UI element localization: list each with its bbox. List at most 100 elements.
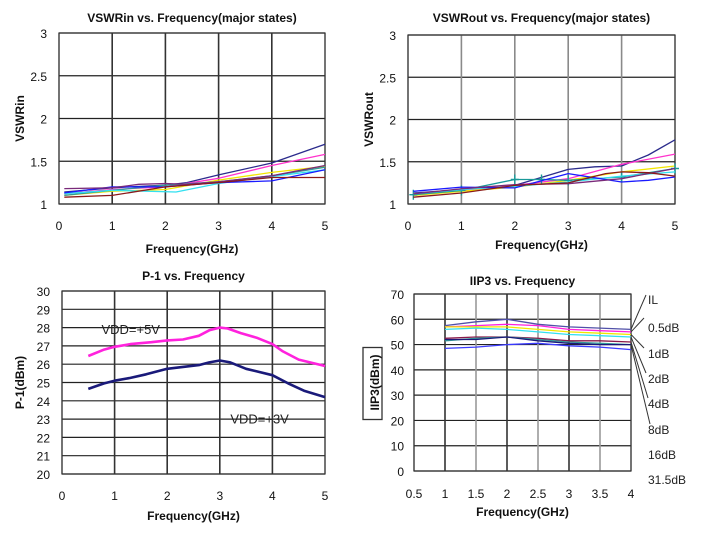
chart-title: P-1 vs. Frequency — [142, 269, 245, 283]
legend-leader-line — [630, 294, 647, 330]
x-axis-label: Frequency(GHz) — [146, 242, 239, 256]
x-tick-label: 3.5 — [592, 487, 609, 501]
y-tick-label: 3 — [389, 29, 396, 43]
x-tick-label: 0 — [56, 219, 63, 233]
x-tick-label: 4 — [618, 219, 625, 233]
vswrout-chart: VSWRout vs. Frequency(major states) 1 1.5 2… — [362, 11, 679, 252]
y-tick-label: 50 — [391, 339, 405, 353]
series-line-4db — [444, 336, 632, 343]
y-tick-label: 20 — [37, 468, 51, 482]
legend-label: 8dB — [648, 423, 669, 437]
y-tick-label: 1.5 — [30, 155, 47, 169]
x-tick-label: 2.5 — [530, 487, 547, 501]
plot-area — [414, 294, 631, 471]
x-tick-label: 2 — [164, 489, 171, 503]
x-tick-label: 1 — [109, 219, 116, 233]
x-tick-label: 0 — [405, 219, 412, 233]
legend-label: 16dB — [648, 448, 676, 462]
y-tick-label: 1 — [40, 198, 47, 212]
y-axis-label: P-1(dBm) — [13, 356, 27, 409]
y-tick-label: 1.5 — [379, 156, 396, 170]
chart-title: VSWRin vs. Frequency(major states) — [87, 11, 296, 25]
annotation-label: VDD=+3V — [230, 412, 289, 427]
legend-label: 31.5dB — [648, 473, 686, 487]
series-line-state-purple — [64, 164, 326, 190]
plot-frame — [58, 32, 326, 205]
x-tick-label: 1.5 — [468, 487, 485, 501]
x-tick-label: 2 — [504, 487, 511, 501]
plot-frame — [413, 293, 632, 472]
y-axis-label: VSWRin — [13, 95, 27, 142]
legend-label: 2dB — [648, 372, 669, 386]
y-tick-label: 2.5 — [379, 71, 396, 85]
legend-leader-line — [630, 344, 651, 425]
x-axis-label: Frequency(GHz) — [147, 509, 240, 523]
series-line-1db — [445, 326, 632, 336]
series-line-state-blue — [413, 172, 676, 192]
legend-label: 1dB — [648, 347, 669, 361]
series-line-vdd-5v — [87, 326, 326, 368]
y-tick-label: 3 — [40, 27, 47, 41]
annotation-label: VDD=+5V — [101, 322, 160, 337]
y-tick-label: 23 — [37, 413, 51, 427]
plot-frame — [407, 34, 676, 205]
y-tick-label: 70 — [391, 288, 405, 302]
y-tick-label: 20 — [391, 414, 405, 428]
x-tick-label: 1 — [442, 487, 449, 501]
x-tick-label: 1 — [111, 489, 118, 503]
x-tick-label: 3 — [215, 219, 222, 233]
x-tick-label: 1 — [458, 219, 465, 233]
y-tick-label: 22 — [37, 431, 51, 445]
y-tick-label: 2.5 — [30, 70, 47, 84]
series-line-16db — [445, 336, 631, 346]
x-tick-label: 3 — [216, 489, 223, 503]
series-line-il — [444, 318, 632, 331]
y-tick-label: 24 — [37, 395, 51, 409]
x-tick-label: 0.5 — [406, 487, 423, 501]
x-tick-label: 2 — [511, 219, 518, 233]
y-axis-label: VSWRout — [362, 92, 376, 147]
y-tick-label: 28 — [37, 322, 51, 336]
y-tick-label: 27 — [37, 340, 51, 354]
x-axis-label: Frequency(GHz) — [476, 505, 569, 519]
legend-leader-line — [630, 334, 645, 349]
legend-leader-line — [630, 341, 649, 399]
series-line-8db — [444, 336, 632, 346]
chart-title: IIP3 vs. Frequency — [470, 274, 576, 288]
series-line-state-cyan — [64, 169, 326, 195]
series-line-state-maroon — [413, 171, 676, 198]
x-axis-label: Frequency(GHz) — [495, 238, 588, 252]
series-line-0-5db — [444, 323, 632, 333]
plot-frame — [61, 290, 326, 475]
y-tick-label: 29 — [37, 303, 51, 317]
y-tick-label: 2 — [389, 114, 396, 128]
data-point-marker — [510, 174, 519, 185]
legend-label: 0.5dB — [648, 321, 679, 335]
y-tick-label: 1 — [389, 198, 396, 212]
y-axis-label-box — [362, 346, 383, 421]
series-line-2db — [444, 327, 632, 338]
series-line-31-5db — [444, 342, 632, 351]
y-tick-label: 21 — [37, 450, 51, 464]
y-tick-label: 60 — [391, 313, 405, 327]
y-tick-label: 2 — [40, 113, 47, 127]
y-tick-label: 26 — [37, 358, 51, 372]
p1db-chart: P-1 vs. Frequency20212223242526272829300… — [13, 269, 329, 523]
y-tick-label: 40 — [391, 364, 405, 378]
y-axis-label: IIP3(dBm) — [368, 354, 382, 410]
series-line-vdd-3v — [87, 359, 326, 399]
y-tick-label: 30 — [391, 389, 405, 403]
y-tick-label: 0 — [397, 465, 404, 479]
x-tick-label: 3 — [565, 219, 572, 233]
legend-leader-line — [630, 317, 645, 333]
y-tick-label: 10 — [391, 440, 405, 454]
legend-label: IL — [648, 293, 658, 307]
series-line-state-maroon — [64, 176, 325, 198]
x-tick-label: 4 — [269, 489, 276, 503]
x-tick-label: 5 — [322, 489, 329, 503]
x-tick-label: 3 — [566, 487, 573, 501]
y-tick-label: 25 — [37, 377, 51, 391]
x-tick-label: 2 — [162, 219, 169, 233]
vswrin-chart: VSWRin vs. Frequency(major states) 1 1.5 2 2… — [13, 11, 329, 256]
